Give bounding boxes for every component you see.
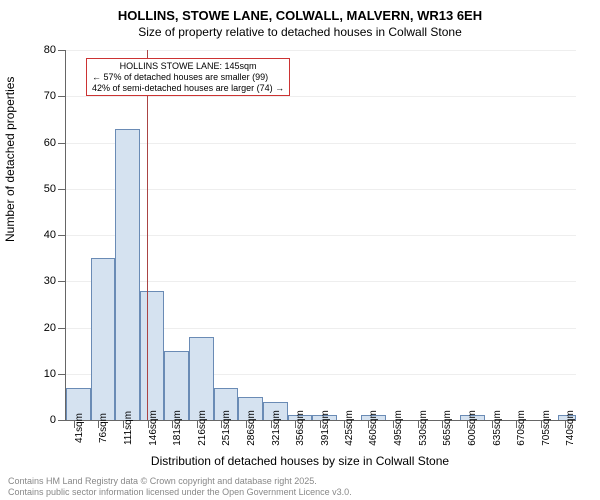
histogram-bar [91,258,116,420]
x-tick-label: 76sqm [98,413,109,443]
y-tick [58,50,66,51]
x-tick-label: 495sqm [393,410,404,446]
y-tick [58,235,66,236]
plot-area: 0102030405060708041sqm76sqm111sqm146sqm1… [65,50,576,421]
x-tick-label: 705sqm [541,410,552,446]
histogram-bar [115,129,140,420]
chart-container: HOLLINS, STOWE LANE, COLWALL, MALVERN, W… [0,0,600,500]
grid-line [66,189,576,190]
annotation-box: HOLLINS STOWE LANE: 145sqm← 57% of detac… [86,58,290,96]
grid-line [66,143,576,144]
x-tick-label: 600sqm [467,410,478,446]
y-tick [58,96,66,97]
x-tick-label: 146sqm [148,410,159,446]
annotation-line1: HOLLINS STOWE LANE: 145sqm [92,61,284,72]
y-tick-label: 50 [44,183,56,195]
y-tick [58,374,66,375]
y-tick [58,328,66,329]
y-tick-label: 60 [44,137,56,149]
x-tick-label: 356sqm [295,410,306,446]
y-tick-label: 20 [44,322,56,334]
marker-line [147,50,148,420]
x-tick-label: 111sqm [123,411,134,445]
y-tick-label: 80 [44,44,56,56]
x-tick-label: 425sqm [344,410,355,446]
y-tick [58,281,66,282]
x-tick-label: 216sqm [197,410,208,446]
chart-title-line1: HOLLINS, STOWE LANE, COLWALL, MALVERN, W… [0,8,600,23]
grid-line [66,281,576,282]
y-axis-label: Number of detached properties [3,77,17,242]
y-tick-label: 0 [50,414,56,426]
x-tick-label: 286sqm [246,410,257,446]
grid-line [66,50,576,51]
y-tick-label: 40 [44,229,56,241]
x-tick-label: 41sqm [74,413,85,443]
footer-attribution: Contains HM Land Registry data © Crown c… [8,476,352,498]
x-tick-label: 740sqm [565,410,576,446]
x-tick-label: 565sqm [442,410,453,446]
y-tick [58,420,66,421]
x-tick-label: 530sqm [418,410,429,446]
grid-line [66,96,576,97]
y-tick [58,189,66,190]
x-axis-label: Distribution of detached houses by size … [0,454,600,468]
footer-line1: Contains HM Land Registry data © Crown c… [8,476,352,487]
histogram-bar [140,291,165,421]
x-tick-label: 321sqm [271,410,282,446]
grid-line [66,235,576,236]
y-tick-label: 70 [44,90,56,102]
chart-title-line2: Size of property relative to detached ho… [0,25,600,39]
y-tick-label: 10 [44,368,56,380]
x-tick-label: 181sqm [172,410,183,446]
x-tick-label: 670sqm [516,410,527,446]
y-tick-label: 30 [44,275,56,287]
annotation-line3: 42% of semi-detached houses are larger (… [92,83,284,94]
y-tick [58,143,66,144]
footer-line2: Contains public sector information licen… [8,487,352,498]
x-tick-label: 635sqm [492,410,503,446]
x-tick-label: 391sqm [320,410,331,446]
x-tick-label: 251sqm [221,410,232,446]
annotation-line2: ← 57% of detached houses are smaller (99… [92,72,284,83]
x-tick-label: 460sqm [368,410,379,446]
histogram-bar [189,337,214,420]
